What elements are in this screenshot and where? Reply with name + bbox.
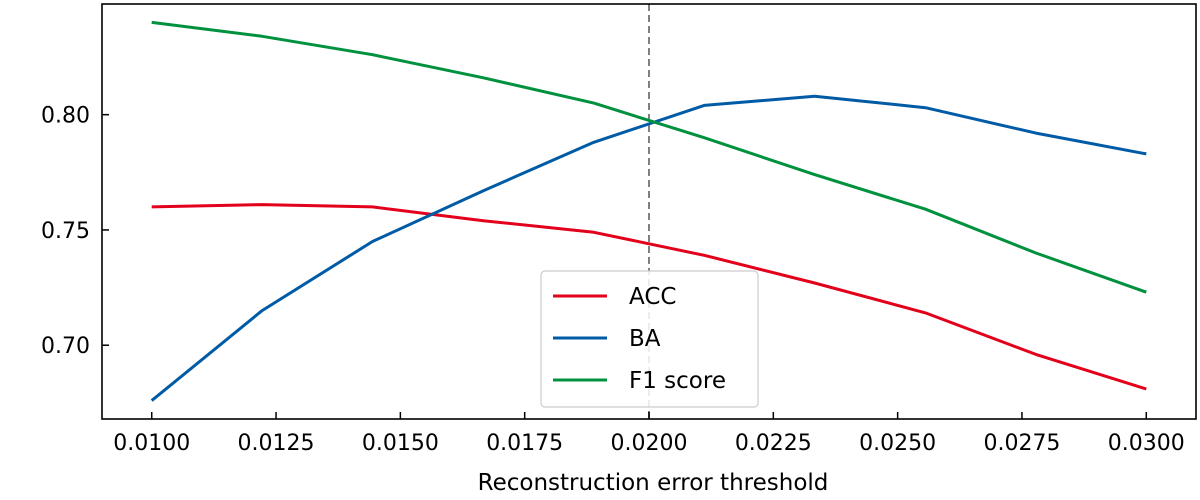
series-line-3: [151, 20, 1147, 294]
x-tick-label: 0.0300: [1108, 431, 1185, 456]
series-line-1: [151, 203, 1147, 391]
x-tick-label: 0.0250: [859, 431, 936, 456]
legend: ACC BA F1 score: [540, 270, 759, 408]
series-line-2: [150, 94, 1147, 402]
x-tick-label: 0.0200: [611, 431, 688, 456]
x-axis-label: Reconstruction error threshold: [478, 470, 829, 496]
legend-label: F1 score: [629, 368, 726, 394]
x-tick-label: 0.0125: [238, 431, 315, 456]
x-tick-label: 0.0275: [983, 431, 1060, 456]
y-tick-label: 0.80: [41, 104, 90, 129]
x-tick-label: 0.0175: [486, 431, 563, 456]
y-tick-label: 0.70: [41, 334, 90, 359]
legend-label: BA: [629, 326, 661, 352]
x-tick-label: 0.0150: [362, 431, 439, 456]
legend-label: ACC: [629, 284, 676, 310]
legend-box: [540, 270, 759, 408]
x-tick-label: 0.0100: [113, 431, 190, 456]
y-tick-label: 0.75: [41, 219, 90, 244]
axis-ticks: 0.0100 0.0125 0.0150 0.0175 0.0200 0.0225 0.02…: [41, 104, 1185, 456]
x-tick-label: 0.0225: [735, 431, 812, 456]
